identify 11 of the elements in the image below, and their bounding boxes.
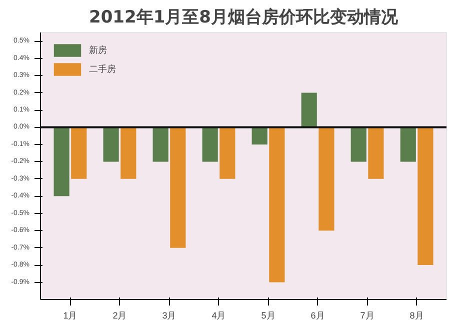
- x-tick-label: 5月: [261, 310, 276, 320]
- x-tick-label: 8月: [410, 310, 424, 320]
- legend-label: 二手房: [89, 62, 116, 76]
- x-tick-label: 2月: [112, 310, 127, 320]
- legend-label: 新房: [89, 44, 108, 56]
- x-tick-label: 1月: [63, 310, 78, 320]
- x-tick-label: 3月: [162, 310, 176, 320]
- chart-title: 2012年1月至8月烟台房价环比变动情况: [89, 8, 399, 28]
- x-tick-label: 6月: [310, 310, 325, 320]
- x-tick-label: 7月: [360, 310, 374, 320]
- x-tick-label: 4月: [212, 310, 226, 320]
